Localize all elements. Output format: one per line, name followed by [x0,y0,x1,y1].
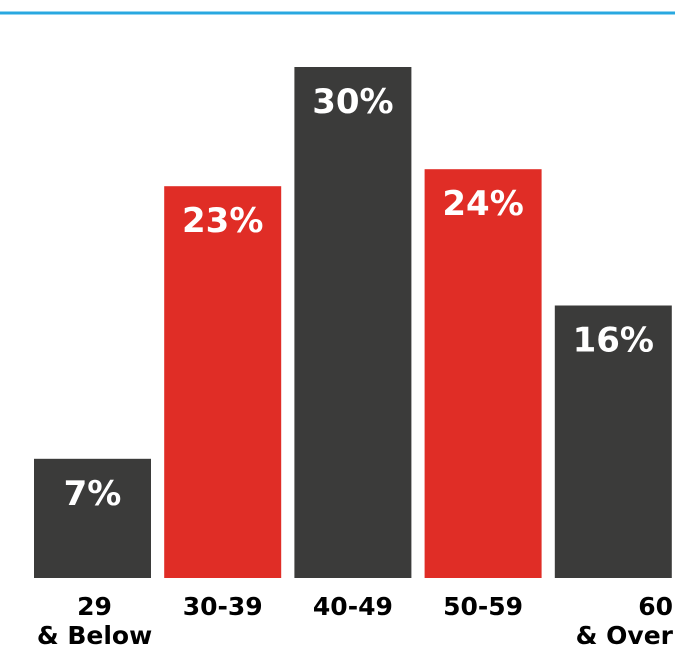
category-label-line: 29 [77,592,112,621]
value-label-4: 24% [442,184,523,224]
category-label-line: 60 [638,592,673,621]
category-label-line: & Over [576,621,674,650]
bar-3 [294,67,412,578]
bar-2 [164,186,282,578]
category-label-1: 29 & Below [37,592,152,650]
value-label-2: 23% [182,201,263,241]
category-labels-group: 29 & Below 30-39 40-49 50-59 60 & Over [37,592,674,650]
bars-group [34,67,672,578]
value-label-5: 16% [573,321,654,361]
category-label-line: 40-49 [313,592,393,621]
value-label-3: 30% [312,82,393,122]
category-label-4: 50-59 [443,592,523,621]
category-label-3: 40-49 [313,592,393,621]
value-labels-group: 7% 23% 30% 24% 16% [64,82,654,514]
bar-5 [554,305,672,578]
category-label-line: 30-39 [183,592,263,621]
category-label-line: 50-59 [443,592,523,621]
category-label-line: & Below [37,621,152,650]
bar-1 [34,458,151,578]
category-label-2: 30-39 [183,592,263,621]
bar-4 [424,169,542,578]
category-label-5: 60 & Over [576,592,674,650]
value-label-1: 7% [64,474,122,514]
